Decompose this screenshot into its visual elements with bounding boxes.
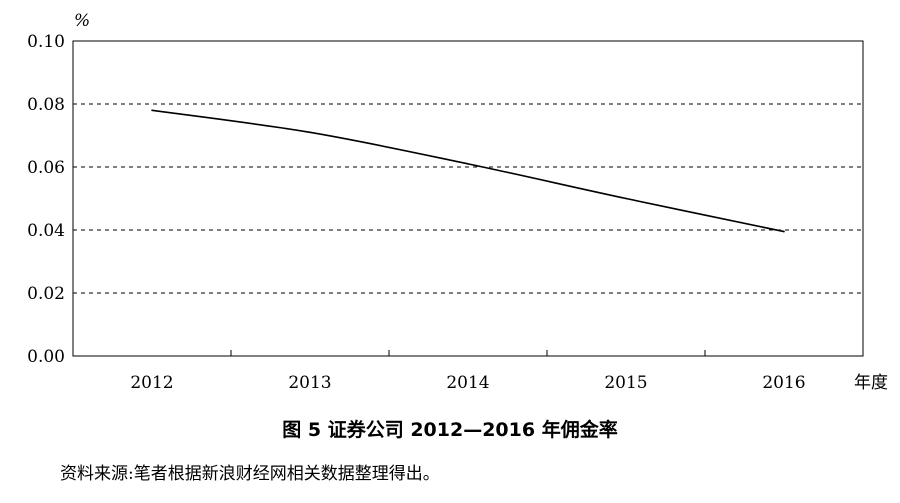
plot-frame xyxy=(72,40,864,357)
data-point xyxy=(309,131,311,134)
y-tick-label: 0.06 xyxy=(27,158,65,178)
x-axis-label: 年度 xyxy=(854,373,888,393)
y-tick-label: 0.08 xyxy=(27,95,65,115)
data-point xyxy=(783,230,785,233)
gridlines xyxy=(73,103,863,294)
x-tick-label: 2016 xyxy=(762,373,805,393)
data-point xyxy=(151,109,153,112)
x-axis: 2012 2013 2014 2015 2016 xyxy=(130,350,806,393)
data-point xyxy=(467,163,469,165)
y-axis-label: % xyxy=(74,11,90,31)
y-axis: 0.00 0.02 0.04 0.06 0.08 0.10 xyxy=(27,32,65,367)
y-tick-label: 0.02 xyxy=(27,284,65,304)
source-note: 资料来源:笔者根据新浪财经网相关数据整理得出。 xyxy=(60,464,440,484)
line-chart: 0.000.020.040.060.080.10 2012 2013 2014 201… xyxy=(27,11,888,393)
y-tick-label: 0.04 xyxy=(27,221,65,241)
x-tick-label: 2014 xyxy=(446,373,489,393)
chart-title: 图 5 证券公司 2012—2016 年佣金率 xyxy=(282,419,618,441)
y-tick-label: 0.10 xyxy=(27,32,65,52)
series-group xyxy=(151,109,785,233)
data-point xyxy=(625,197,627,200)
series-line xyxy=(151,109,785,233)
x-tick-label: 2015 xyxy=(604,373,647,393)
x-tick-label: 2013 xyxy=(288,373,331,393)
y-tick-label: 0.00 xyxy=(27,347,65,367)
x-tick-label: 2012 xyxy=(130,373,173,393)
